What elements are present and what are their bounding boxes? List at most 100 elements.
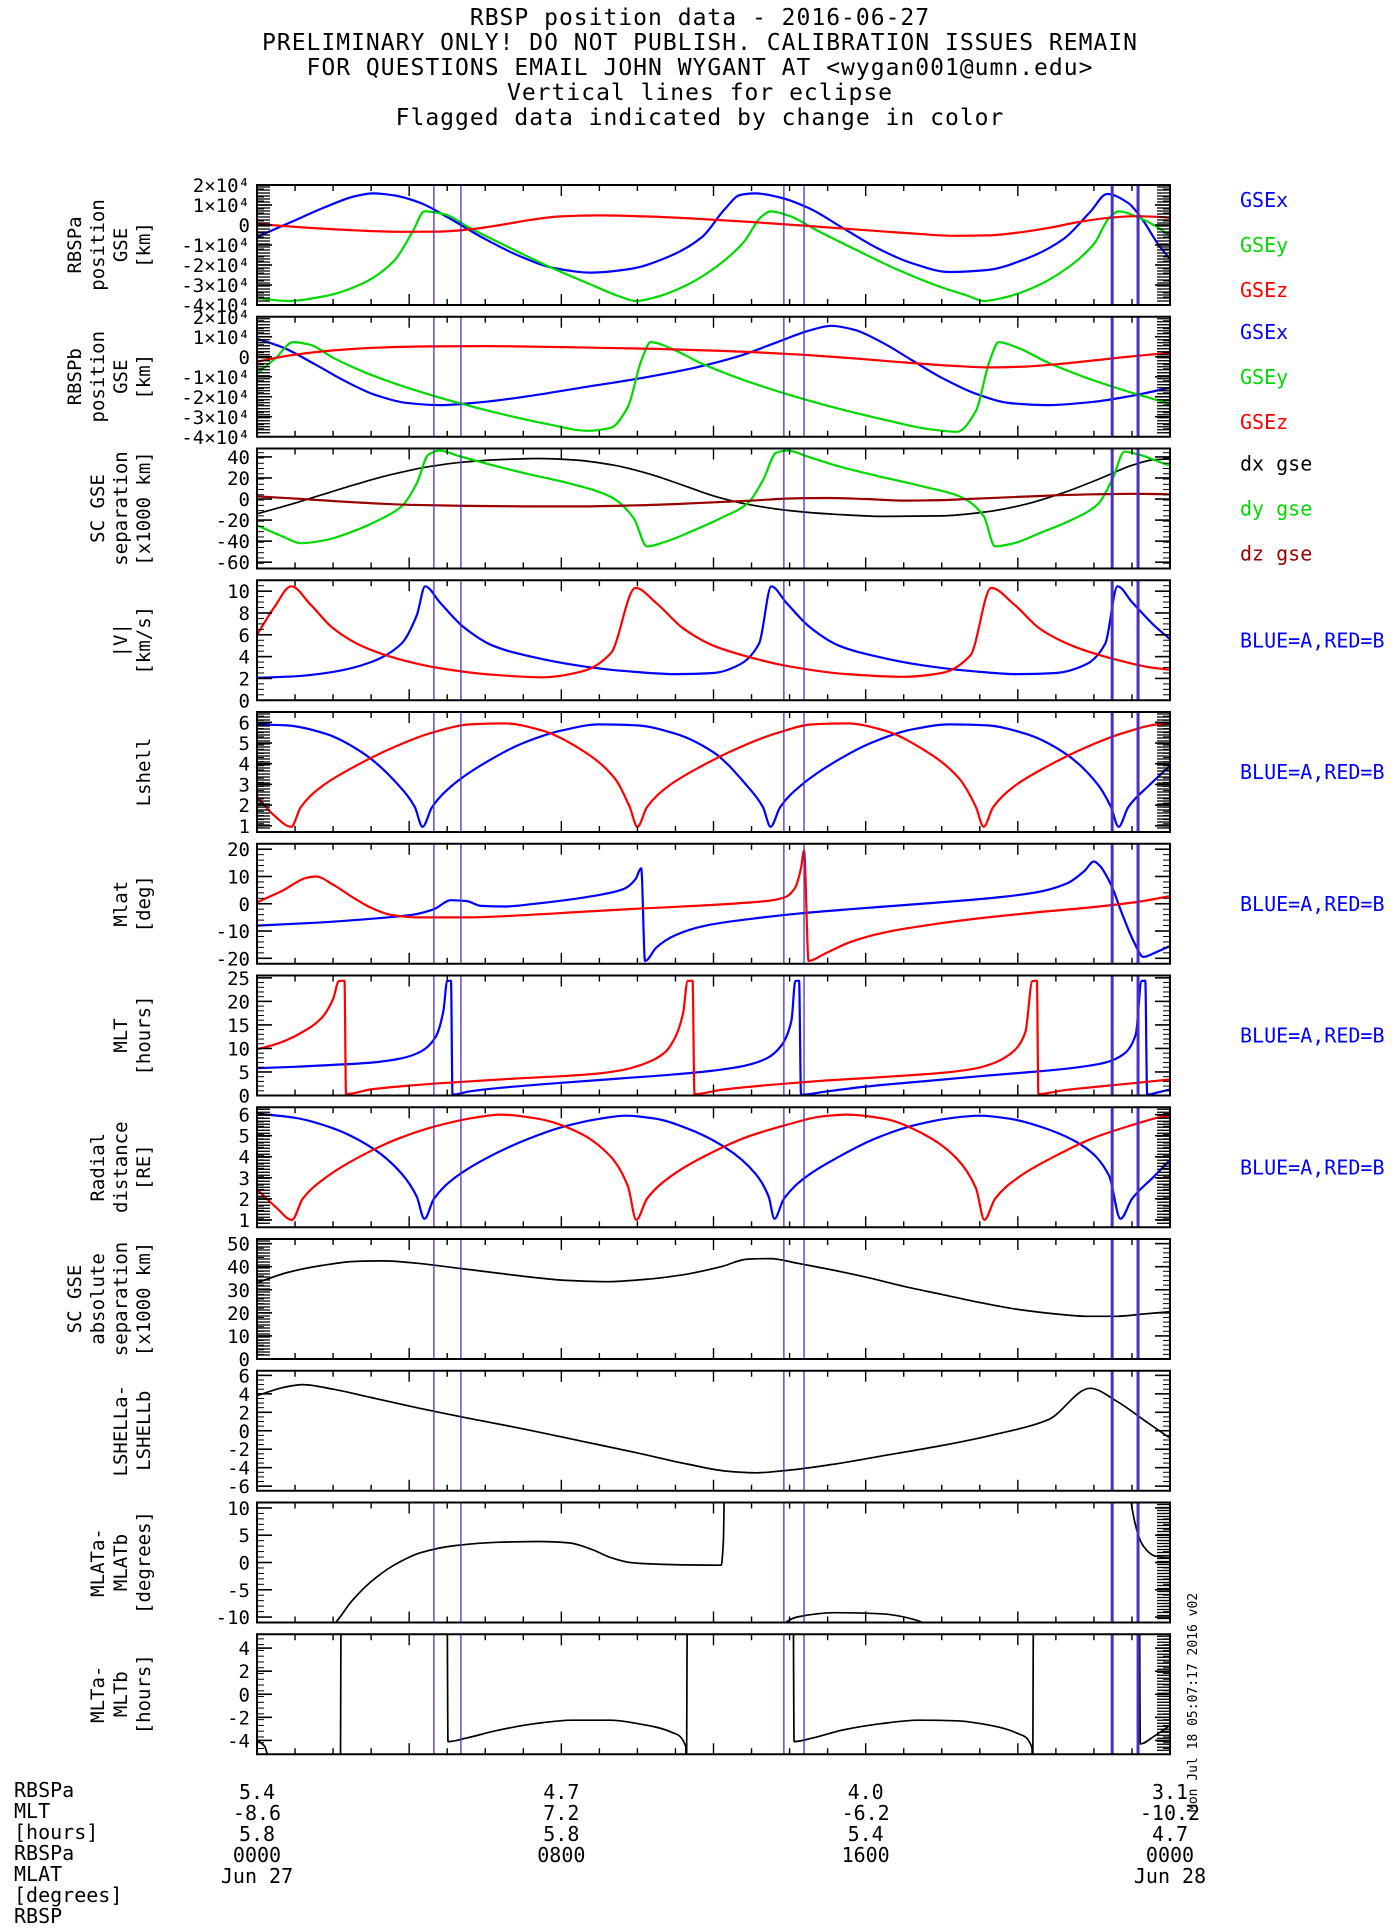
panel-curves [257,324,1170,433]
panel-frame [256,1501,1171,1624]
axis-value: Jun 28 [1133,1864,1207,1888]
y-tick-label: -2 [227,1707,250,1729]
y-tick-label: 3 [239,1168,250,1190]
plot-title-block: RBSP position data - 2016-06-27 PRELIMIN… [0,6,1400,131]
y-axis-label: [km] [133,222,155,268]
y-tick-label: 10 [227,1326,250,1348]
axis-value: Jun 27 [220,1864,294,1888]
legend-label: GSEy [1240,365,1288,389]
y-tick-label: -10 [216,921,250,943]
y-tick-label: 30 [227,1280,250,1302]
y-tick-label: -60 [216,552,250,574]
axis-label: MLAT [14,1862,63,1886]
panel-frame [256,579,1171,702]
series-mlat-b [257,849,1170,963]
panel-curves [257,1257,1170,1318]
y-tick-label: -10 [216,1607,250,1629]
y-axis-label: position [87,199,109,291]
y-tick-label: 20 [227,839,250,861]
flagged-data-hatch [1157,1503,1169,1620]
y-tick-label: 50 [227,1234,250,1256]
legend-label: dx gse [1240,452,1312,476]
panel-mlat: 20 10 0 -10 -20 Mlat [deg] BLUE=A,RED=B [110,839,1385,970]
y-axis-label: MLT [110,1018,132,1052]
series-lshell-b [257,722,1170,828]
title-line-5: Flagged data indicated by change in colo… [395,105,1005,131]
axis-label: [degrees] [14,1883,123,1907]
title-line-3: FOR QUESTIONS EMAIL JOHN WYGANT AT <wyga… [306,55,1094,81]
axis-value: 1600 [841,1843,890,1867]
axis-value: 5.4 [238,1780,276,1804]
y-tick-label: 2 [239,1402,250,1424]
panel-frame [256,315,1171,438]
y-axis-label: [x1000 km] [133,451,155,565]
y-tick-label: 2 [239,668,250,690]
axis-value: 5.8 [238,1822,276,1846]
y-tick-label: 10 [227,1038,250,1060]
y-tick-label: 2×10⁴ [193,175,250,197]
y-axis-label: position [87,331,109,423]
axis-value: 3.1 [1151,1780,1189,1804]
panel-frame [256,1106,1171,1229]
panel-frame [256,1369,1171,1492]
ticks [256,1370,1171,1492]
y-tick-label: 0 [239,1421,250,1443]
y-axis-label: [x1000 km] [133,1242,155,1356]
ticks [256,448,1171,569]
series-dy-gse [257,449,1170,548]
ticks [256,1634,1171,1755]
y-axis-label: LSHELLb [133,1391,155,1471]
axis-value: 0000 [232,1843,282,1867]
y-axis-label: Radial [87,1133,109,1202]
y-axis-label: RBSPb [64,348,86,405]
y-axis-label: separation [110,1242,132,1356]
y-axis-label: LSHELLa- [110,1385,132,1477]
panel-frame [256,447,1171,570]
series-mlt-a [257,979,1170,1096]
panel-frame [256,1633,1171,1756]
axis-value: 0800 [537,1843,586,1867]
y-tick-label: 2 [239,795,250,817]
y-tick-label: -2×10⁴ [181,387,250,409]
y-tick-label: -5 [227,1580,250,1602]
y-axis-label: separation [110,451,132,565]
series-dz-gse [257,492,1170,508]
y-tick-label: 3 [239,774,250,796]
y-tick-label: 5 [239,733,250,755]
series-gsez [257,345,1170,369]
ticks [256,315,1171,438]
legend-label: GSEx [1240,188,1288,212]
ticks [256,1502,1171,1623]
y-tick-label: 4 [239,647,250,669]
y-tick-label: 20 [227,468,250,490]
series-dmlat-seg1 [334,1502,725,1623]
panel-mlt-difference: 420-2-4 MLTa- MLTb [hours] [87,1633,1171,1756]
y-axis-label: [hours] [133,995,155,1075]
y-tick-label: 1 [239,1210,250,1232]
y-tick-label: 20 [227,991,250,1013]
panel-curves [257,449,1170,548]
axis-value: -6.2 [841,1801,890,1825]
axis-value: -10.2 [1139,1801,1201,1825]
y-tick-label: 5 [239,1126,250,1148]
panel-curves [257,1383,1170,1474]
y-tick-label: 15 [227,1015,250,1037]
y-axis-label: SC GSE [64,1265,86,1334]
y-tick-label: 8 [239,603,250,625]
y-tick-label: 20 [227,1303,250,1325]
y-tick-label: 40 [227,447,250,469]
series-r-b [257,1113,1170,1221]
series-dmlat-seg2 [784,1611,925,1623]
flagged-data-hatch [258,1240,270,1356]
ticks [256,975,1171,1097]
y-axis-label: [hours] [133,1654,155,1734]
legend-label: BLUE=A,RED=B [1240,628,1385,652]
y-axis-label: MLTb [110,1671,132,1717]
legend-label: GSEy [1240,233,1288,257]
